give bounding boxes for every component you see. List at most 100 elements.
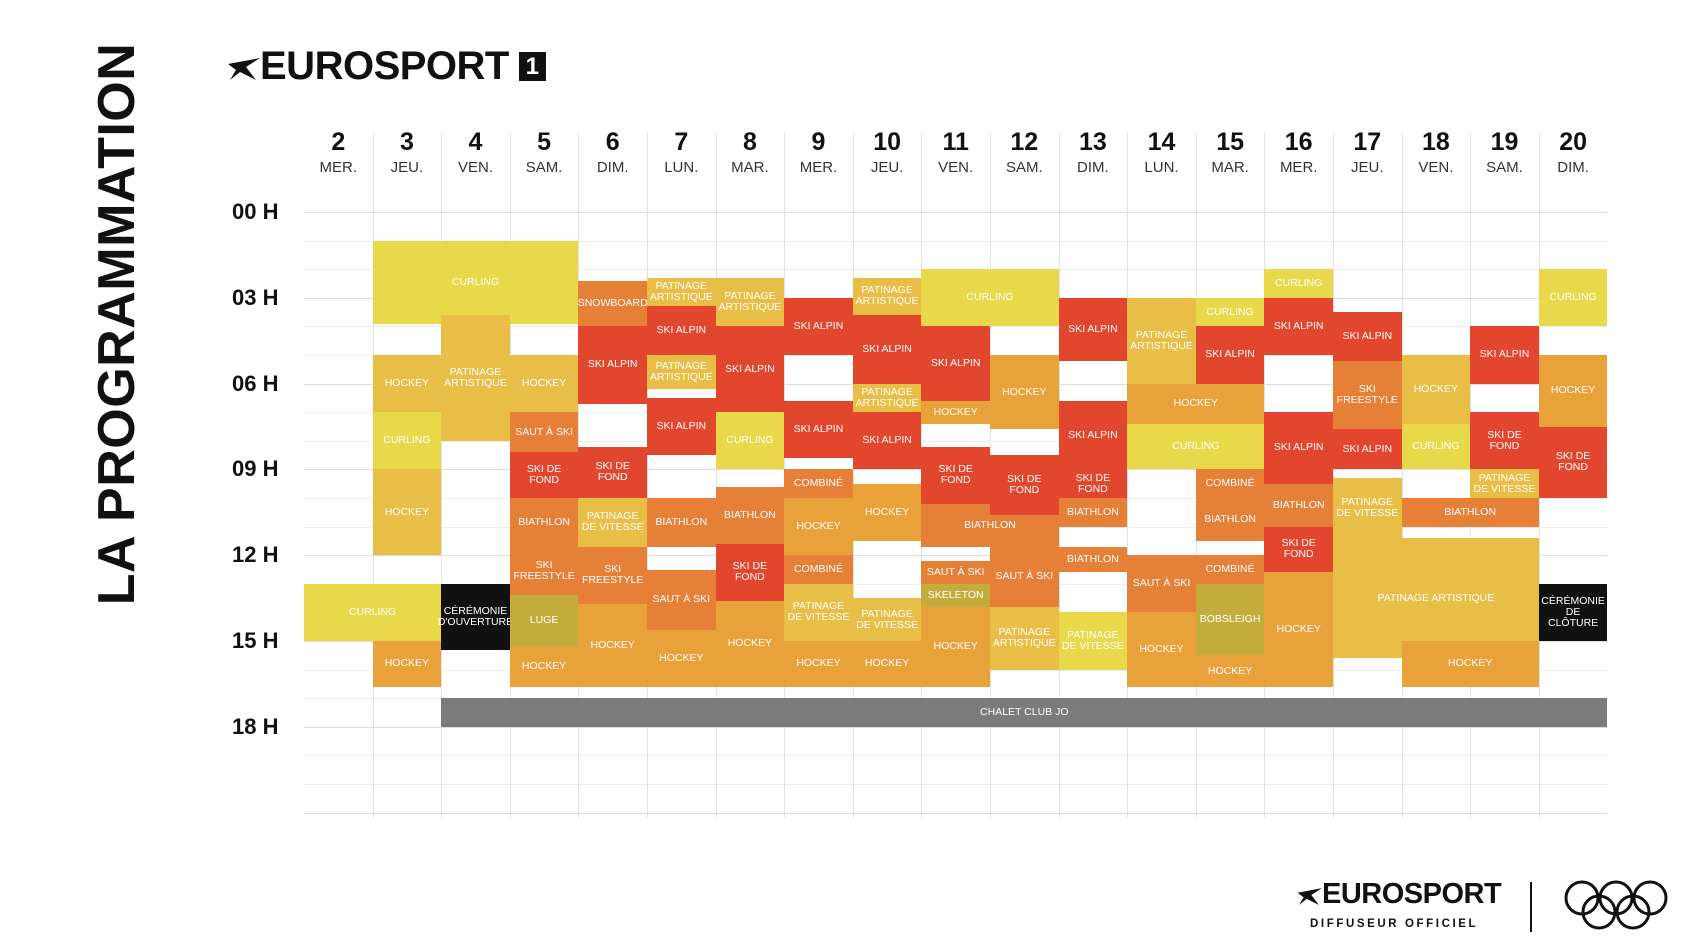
event-block[interactable]: HOCKEY <box>1127 383 1265 424</box>
event-block[interactable]: SKI ALPIN <box>1333 429 1402 470</box>
event-block[interactable]: SKI FREESTYLE <box>1333 360 1402 430</box>
event-block[interactable]: SKI ALPIN <box>1058 400 1128 470</box>
event-block[interactable]: HOCKEY <box>1127 612 1196 687</box>
event-block[interactable]: PATINAGE DE VITESSE <box>578 498 647 547</box>
event-block[interactable]: HOCKEY <box>921 400 990 424</box>
event-block[interactable]: BOBSLEIGH <box>1195 583 1265 656</box>
event-block[interactable]: CURLING <box>1401 423 1471 470</box>
event-block[interactable]: SKI DE FOND <box>1470 412 1539 470</box>
event-block[interactable]: PATINAGE ARTISTIQUE <box>715 277 785 327</box>
event-block[interactable]: SKI DE FOND <box>1058 469 1128 498</box>
event-block[interactable]: SKI ALPIN <box>1333 312 1402 361</box>
event-block[interactable]: PATINAGE ARTISTIQUE <box>990 606 1059 670</box>
event-block[interactable]: SAUT À SKI <box>921 560 990 584</box>
event-block[interactable]: SKI FREESTYLE <box>509 546 579 596</box>
event-block[interactable]: CHALET CLUB JO <box>441 698 1608 727</box>
event-block[interactable]: SAUT À SKI <box>647 569 716 630</box>
event-block[interactable]: BIATHLON <box>1401 498 1539 527</box>
event-block[interactable]: CURLING <box>1264 269 1333 298</box>
event-block[interactable]: COMBINÉ <box>1195 555 1265 584</box>
event-block[interactable]: SKI DE FOND <box>715 543 785 601</box>
event-block[interactable]: SKI DE FOND <box>990 455 1059 516</box>
event-block[interactable]: HOCKEY <box>921 606 990 687</box>
event-block[interactable]: HOCKEY <box>1264 572 1333 687</box>
event-block[interactable]: CURLING <box>1195 297 1265 327</box>
event-block[interactable]: PATINAGE DE VITESSE <box>1470 469 1539 498</box>
event-block[interactable]: CURLING <box>1127 423 1265 470</box>
event-block[interactable]: HOCKEY <box>784 498 853 556</box>
event-block[interactable]: PATINAGE ARTISTIQUE <box>647 277 716 307</box>
event-block[interactable]: HOCKEY <box>1401 355 1471 424</box>
event-block[interactable]: CÉRÉMONIE D'OUVERTURE <box>438 583 513 650</box>
event-block[interactable]: SKI FREESTYLE <box>578 546 647 604</box>
event-block[interactable]: SKELETON <box>921 583 990 607</box>
event-block[interactable]: CURLING <box>372 412 442 470</box>
event-block[interactable]: SKI ALPIN <box>647 397 716 456</box>
event-block[interactable]: BIATHLON <box>1058 498 1128 527</box>
event-block[interactable]: HOCKEY <box>578 603 647 687</box>
event-block[interactable]: SKI DE FOND <box>578 446 647 498</box>
event-block[interactable]: PATINAGE ARTISTIQUE <box>647 355 716 390</box>
event-block[interactable]: SKI ALPIN <box>852 412 922 470</box>
event-block[interactable]: HOCKEY <box>1401 641 1539 687</box>
event-block[interactable]: PATINAGE ARTISTIQUE <box>852 277 922 315</box>
event-block[interactable]: PATINAGE ARTISTIQUE <box>1127 297 1196 384</box>
event-block[interactable]: SKI ALPIN <box>784 400 853 458</box>
event-block[interactable]: SKI ALPIN <box>1264 297 1333 355</box>
event-block[interactable]: BIATHLON <box>1264 483 1333 527</box>
event-block[interactable]: SAUT À SKI <box>509 412 579 453</box>
event-block[interactable]: PATINAGE DE VITESSE <box>784 583 853 641</box>
event-block[interactable]: SKI DE FOND <box>1264 526 1333 573</box>
event-block[interactable]: HOCKEY <box>509 646 579 687</box>
event-block[interactable]: PATINAGE DE VITESSE <box>1333 477 1402 539</box>
event-block[interactable]: CÉRÉMONIE DE CLÔTURE <box>1538 583 1608 641</box>
event-block[interactable]: COMBINÉ <box>784 555 853 584</box>
event-block[interactable]: HOCKEY <box>1195 655 1265 687</box>
event-block[interactable]: HOCKEY <box>372 469 442 556</box>
event-block[interactable]: SKI ALPIN <box>1264 412 1333 484</box>
event-block[interactable]: COMBINÉ <box>1195 469 1265 498</box>
event-block[interactable]: SAUT À SKI <box>990 546 1059 607</box>
event-block[interactable]: SAUT À SKI <box>1127 555 1196 613</box>
event-block[interactable]: HOCKEY <box>372 355 442 413</box>
event-block[interactable]: CURLING <box>304 583 442 641</box>
event-block[interactable]: SKI DE FOND <box>921 446 990 504</box>
event-block[interactable]: HOCKEY <box>852 483 922 541</box>
event-block[interactable]: SKI ALPIN <box>715 326 785 413</box>
event-block[interactable]: HOCKEY <box>715 600 785 687</box>
event-block[interactable]: BIATHLON <box>509 498 579 547</box>
event-block[interactable]: SKI DE FOND <box>509 452 579 498</box>
event-block[interactable]: CURLING <box>715 412 785 470</box>
event-block[interactable]: COMBINÉ <box>784 469 853 498</box>
event-block[interactable]: HOCKEY <box>784 641 853 687</box>
event-block[interactable]: SKI ALPIN <box>921 326 990 401</box>
event-block[interactable]: BIATHLON <box>647 498 716 547</box>
event-block[interactable]: SKI ALPIN <box>578 326 647 404</box>
event-block[interactable]: HOCKEY <box>990 355 1059 430</box>
event-block[interactable]: HOCKEY <box>1538 355 1608 427</box>
event-block[interactable]: BIATHLON <box>1058 546 1128 573</box>
event-block[interactable]: HOCKEY <box>509 355 579 413</box>
event-block[interactable]: PATINAGE ARTISTIQUE <box>852 383 922 413</box>
event-block[interactable]: SKI ALPIN <box>852 314 922 384</box>
event-block[interactable]: SKI ALPIN <box>647 306 716 355</box>
event-block[interactable]: SKI DE FOND <box>1538 426 1608 498</box>
event-block[interactable]: SKI ALPIN <box>1195 326 1265 384</box>
event-block[interactable]: PATINAGE DE VITESSE <box>852 598 922 641</box>
event-block[interactable]: CURLING <box>1538 269 1608 327</box>
event-block[interactable]: PATINAGE ARTISTIQUE <box>1333 538 1539 659</box>
event-block[interactable]: HOCKEY <box>852 641 922 687</box>
event-block[interactable]: HOCKEY <box>372 641 442 687</box>
event-block[interactable]: CURLING <box>921 269 1059 327</box>
event-block[interactable]: BIATHLON <box>715 486 785 544</box>
event-block[interactable]: PATINAGE ARTISTIQUE <box>441 314 510 441</box>
event-block[interactable]: SKI ALPIN <box>784 297 853 355</box>
event-block[interactable]: CURLING <box>372 240 579 324</box>
event-block[interactable]: BIATHLON <box>1195 498 1265 541</box>
event-block[interactable]: SKI ALPIN <box>1470 326 1539 384</box>
event-block[interactable]: SKI ALPIN <box>1058 297 1128 361</box>
event-block[interactable]: HOCKEY <box>647 629 716 687</box>
event-block[interactable]: PATINAGE DE VITESSE <box>1058 612 1128 670</box>
event-block[interactable]: LUGE <box>509 595 579 647</box>
event-block[interactable]: SNOWBOARD <box>578 280 648 327</box>
